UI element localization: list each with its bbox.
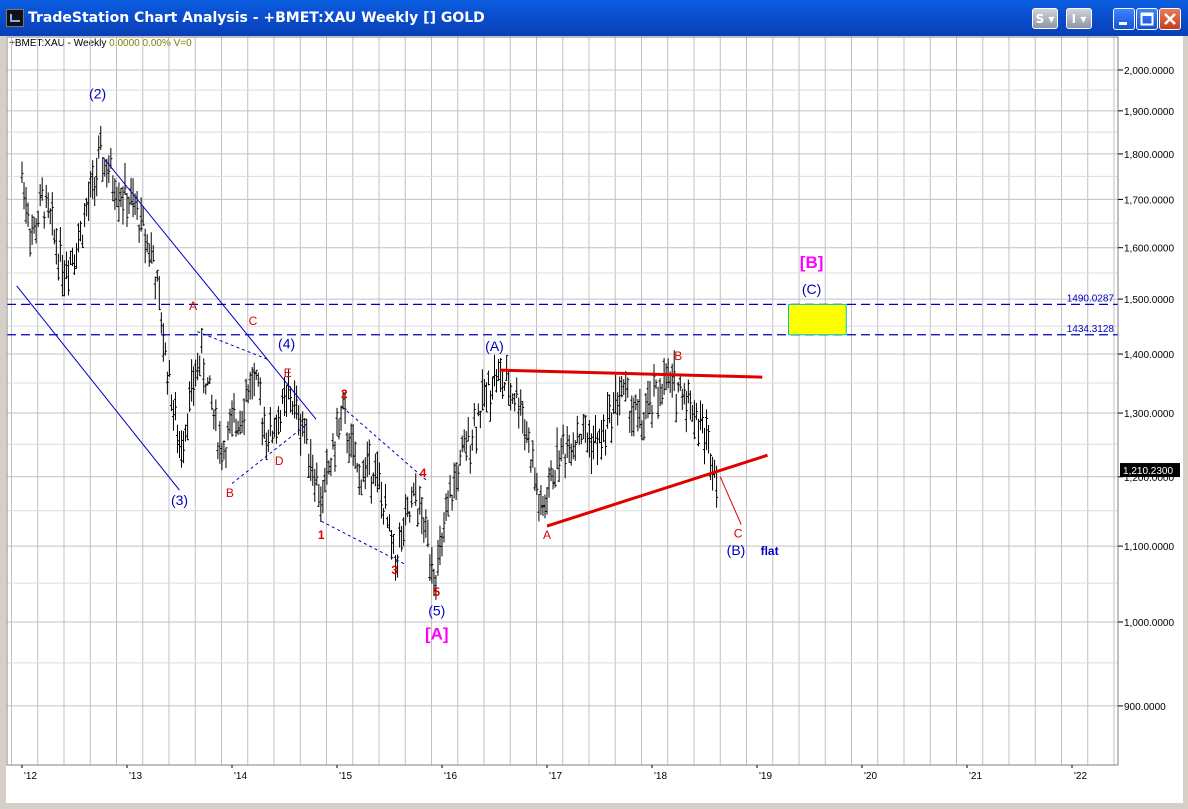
maximize-button[interactable]	[1136, 8, 1158, 30]
i-menu-button[interactable]: I ▾	[1066, 8, 1092, 29]
price-value: 0.0000	[109, 38, 140, 49]
i-menu-label: I	[1071, 12, 1077, 26]
percent-change: 0.00%	[142, 38, 171, 49]
dropdown-arrow-icon: ▾	[1048, 12, 1055, 26]
minimize-button[interactable]	[1113, 8, 1135, 30]
maximize-icon	[1140, 12, 1154, 26]
tradestation-app-icon[interactable]	[6, 9, 24, 27]
status-bar	[0, 803, 1188, 809]
dropdown-arrow-icon: ▾	[1080, 12, 1087, 26]
title-bar: TradeStation Chart Analysis - +BMET:XAU …	[0, 0, 1188, 36]
volume-value: V=0	[173, 38, 192, 49]
symbol-label: +BMET:XAU - Weekly	[9, 38, 107, 49]
chart-area[interactable]	[6, 36, 1183, 803]
window-title: TradeStation Chart Analysis - +BMET:XAU …	[28, 10, 485, 26]
minimize-icon	[1119, 22, 1127, 25]
symbol-info-bar: +BMET:XAU - Weekly 0.0000 0.00% V=0	[9, 38, 192, 49]
close-button[interactable]	[1159, 8, 1181, 30]
s-menu-button[interactable]: S ▾	[1032, 8, 1058, 29]
close-icon	[1164, 13, 1176, 25]
s-menu-label: S	[1035, 12, 1045, 26]
